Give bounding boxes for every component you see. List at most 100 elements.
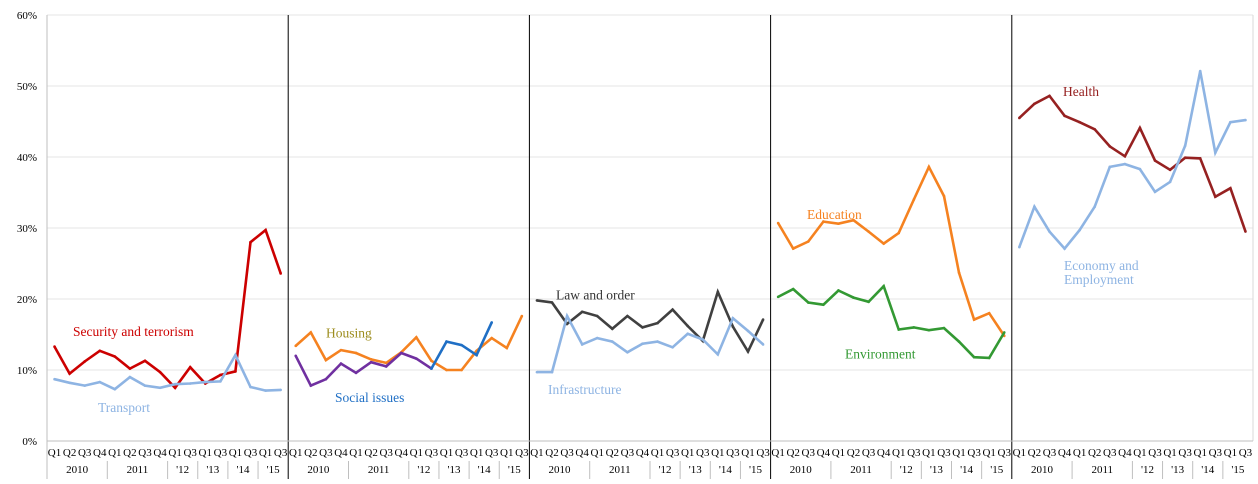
x-tick-label: Q3 bbox=[696, 447, 710, 459]
data-point-law-and-order bbox=[611, 327, 614, 331]
x-tick-label: Q4 bbox=[575, 447, 589, 459]
year-label: '12 bbox=[176, 464, 189, 476]
x-tick-label: Q2 bbox=[1088, 447, 1101, 459]
data-point-security-and-terrorism bbox=[143, 359, 147, 363]
year-label: 2011 bbox=[1091, 464, 1113, 476]
year-label: '15 bbox=[1231, 464, 1244, 476]
data-point-health bbox=[1018, 116, 1021, 120]
x-tick-label: Q1 bbox=[711, 447, 724, 459]
data-point-infrastructure bbox=[535, 370, 539, 374]
series-label: Employment bbox=[1064, 272, 1134, 287]
x-tick-label: Q3 bbox=[937, 447, 951, 459]
data-point-education bbox=[912, 198, 916, 201]
data-point-housing bbox=[324, 358, 328, 362]
data-point-law-and-order bbox=[716, 290, 720, 294]
x-tick-label: Q2 bbox=[123, 447, 136, 459]
data-point-housing bbox=[505, 346, 509, 350]
data-point-education bbox=[957, 271, 961, 275]
year-label: '13 bbox=[689, 464, 702, 476]
data-point-health bbox=[1063, 114, 1066, 118]
data-point-housing bbox=[520, 314, 524, 318]
data-point-environment bbox=[867, 300, 870, 304]
x-tick-label: Q3 bbox=[967, 447, 981, 459]
data-point-law-and-order bbox=[686, 324, 689, 328]
x-tick-label: Q2 bbox=[63, 447, 76, 459]
data-point-transport bbox=[279, 388, 282, 392]
x-tick-label: Q3 bbox=[907, 447, 921, 459]
data-point-transport bbox=[249, 385, 252, 389]
year-label: '14 bbox=[960, 464, 973, 476]
series-line-environment bbox=[777, 283, 1006, 360]
data-point-social-issues bbox=[294, 354, 298, 358]
year-label: '12 bbox=[1141, 464, 1154, 476]
data-point-education bbox=[867, 230, 870, 233]
data-point-education bbox=[927, 165, 931, 169]
data-point-housing bbox=[415, 336, 418, 339]
data-point-law-and-order bbox=[535, 299, 539, 302]
x-tick-label: Q1 bbox=[229, 447, 242, 459]
data-point-security-and-terrorism bbox=[264, 228, 267, 232]
year-label: 2010 bbox=[66, 464, 89, 476]
y-tick-label: 30% bbox=[17, 223, 37, 235]
year-label: 2011 bbox=[850, 464, 872, 476]
data-point-health bbox=[1078, 120, 1081, 124]
x-tick-label: Q3 bbox=[244, 447, 258, 459]
data-point-health bbox=[1123, 154, 1127, 158]
data-point-transport bbox=[98, 380, 102, 384]
y-tick-label: 60% bbox=[17, 10, 37, 22]
x-tick-label: Q1 bbox=[410, 447, 423, 459]
data-point-social-issues bbox=[384, 365, 388, 368]
data-point-social-issues bbox=[309, 384, 313, 387]
data-point-housing bbox=[384, 361, 388, 365]
data-point-infrastructure bbox=[731, 316, 735, 320]
data-point-transport bbox=[68, 381, 71, 385]
y-tick-label: 20% bbox=[17, 294, 37, 306]
data-point-housing bbox=[354, 351, 358, 355]
data-point-economy-and-employment bbox=[1123, 162, 1127, 166]
data-point-security-and-terrorism bbox=[188, 365, 192, 369]
data-point-environment bbox=[927, 328, 931, 332]
x-tick-label: Q3 bbox=[379, 447, 393, 459]
data-point-housing bbox=[445, 368, 448, 372]
x-tick-label: Q3 bbox=[138, 447, 152, 459]
data-point-law-and-order bbox=[626, 314, 629, 318]
x-tick-label: Q1 bbox=[440, 447, 453, 459]
series-label: Law and order bbox=[556, 288, 635, 303]
data-point-infrastructure bbox=[550, 370, 554, 374]
data-point-health bbox=[1244, 230, 1247, 233]
data-point-transport bbox=[83, 384, 86, 387]
gridlines bbox=[47, 14, 1253, 371]
data-point-environment bbox=[912, 326, 916, 329]
data-point-health bbox=[1033, 102, 1036, 106]
series-line-housing bbox=[294, 315, 524, 372]
data-point-education bbox=[972, 318, 976, 321]
year-label: '13 bbox=[448, 464, 461, 476]
data-point-housing bbox=[430, 359, 433, 363]
x-tick-label: Q1 bbox=[530, 447, 543, 459]
data-point-infrastructure bbox=[611, 340, 614, 343]
x-tick-label: Q3 bbox=[1148, 447, 1162, 459]
data-point-economy-and-employment bbox=[1244, 118, 1247, 122]
series-label: Infrastructure bbox=[548, 382, 621, 397]
x-tick-label: Q1 bbox=[832, 447, 845, 459]
year-label: '13 bbox=[930, 464, 943, 476]
data-point-environment bbox=[1002, 331, 1006, 334]
data-point-environment bbox=[822, 303, 825, 306]
x-tick-label: Q1 bbox=[1133, 447, 1146, 459]
x-tick-label: Q1 bbox=[1163, 447, 1176, 459]
data-point-security-and-terrorism bbox=[98, 349, 102, 353]
data-point-infrastructure bbox=[716, 353, 720, 356]
year-label: '13 bbox=[206, 464, 219, 476]
data-point-economy-and-employment bbox=[1108, 165, 1112, 169]
data-point-transport bbox=[188, 382, 192, 385]
data-point-health bbox=[1093, 128, 1097, 131]
data-point-education bbox=[822, 220, 825, 223]
y-tick-label: 10% bbox=[17, 365, 37, 377]
data-point-economy-and-employment bbox=[1168, 180, 1172, 184]
x-tick-label: Q4 bbox=[334, 447, 348, 459]
data-point-housing bbox=[460, 368, 463, 372]
data-point-security-and-terrorism bbox=[279, 272, 282, 275]
x-tick-label: Q1 bbox=[1073, 447, 1086, 459]
year-label: '12 bbox=[417, 464, 430, 476]
